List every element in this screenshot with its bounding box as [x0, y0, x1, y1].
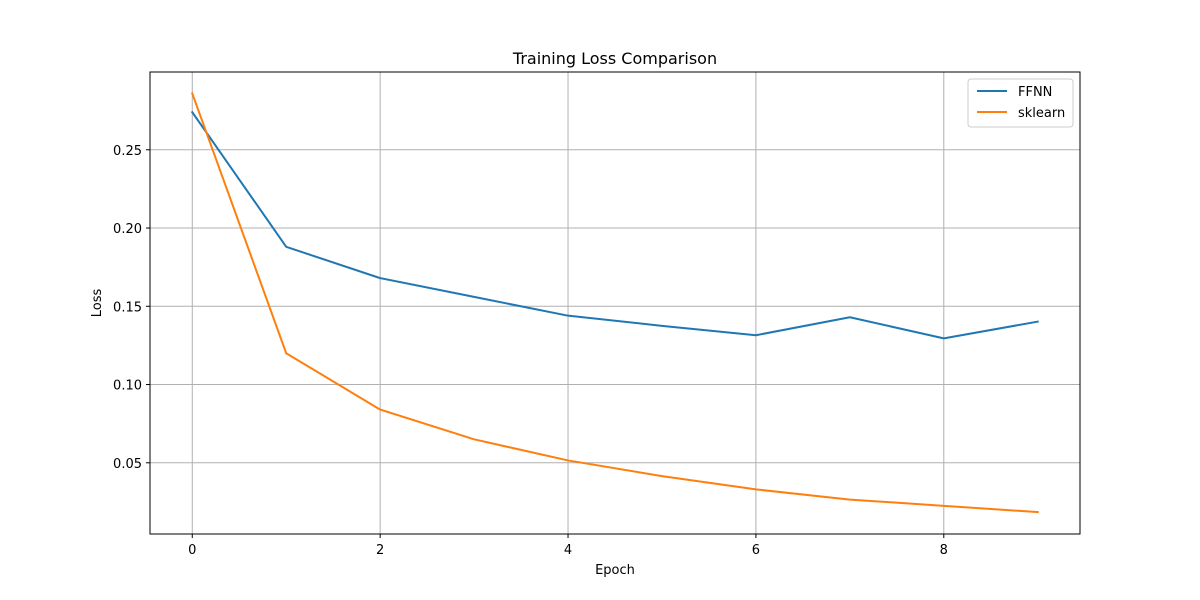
plot-frame [149, 71, 1081, 535]
series-line-ffnn [190, 110, 1039, 340]
series-lines [190, 92, 1039, 514]
y-axis-label: Loss [90, 289, 105, 318]
x-tick-label: 4 [564, 543, 572, 558]
x-tick-label: 8 [940, 543, 948, 558]
x-tick-label: 2 [376, 543, 384, 558]
y-tick-label: 0.10 [113, 379, 142, 394]
plot-area [150, 72, 1080, 534]
axis-ticks: 0 2 4 6 8 0.05 0.10 0.15 0.20 0.25 [113, 144, 948, 558]
y-tick-label: 0.05 [113, 457, 142, 472]
legend: FFNN sklearn [967, 78, 1074, 128]
y-tick-label: 0.15 [113, 300, 142, 315]
legend-label-sklearn: sklearn [1018, 106, 1065, 121]
y-tick-label: 0.20 [113, 222, 142, 237]
chart-title: Training Loss Comparison [512, 49, 717, 68]
x-axis-label: Epoch [595, 563, 635, 578]
x-tick-label: 6 [752, 543, 760, 558]
series-line-sklearn [190, 92, 1039, 514]
grid [150, 72, 1080, 534]
y-tick-label: 0.25 [113, 144, 142, 159]
legend-label-ffnn: FFNN [1018, 85, 1052, 100]
x-tick-label: 0 [188, 543, 196, 558]
